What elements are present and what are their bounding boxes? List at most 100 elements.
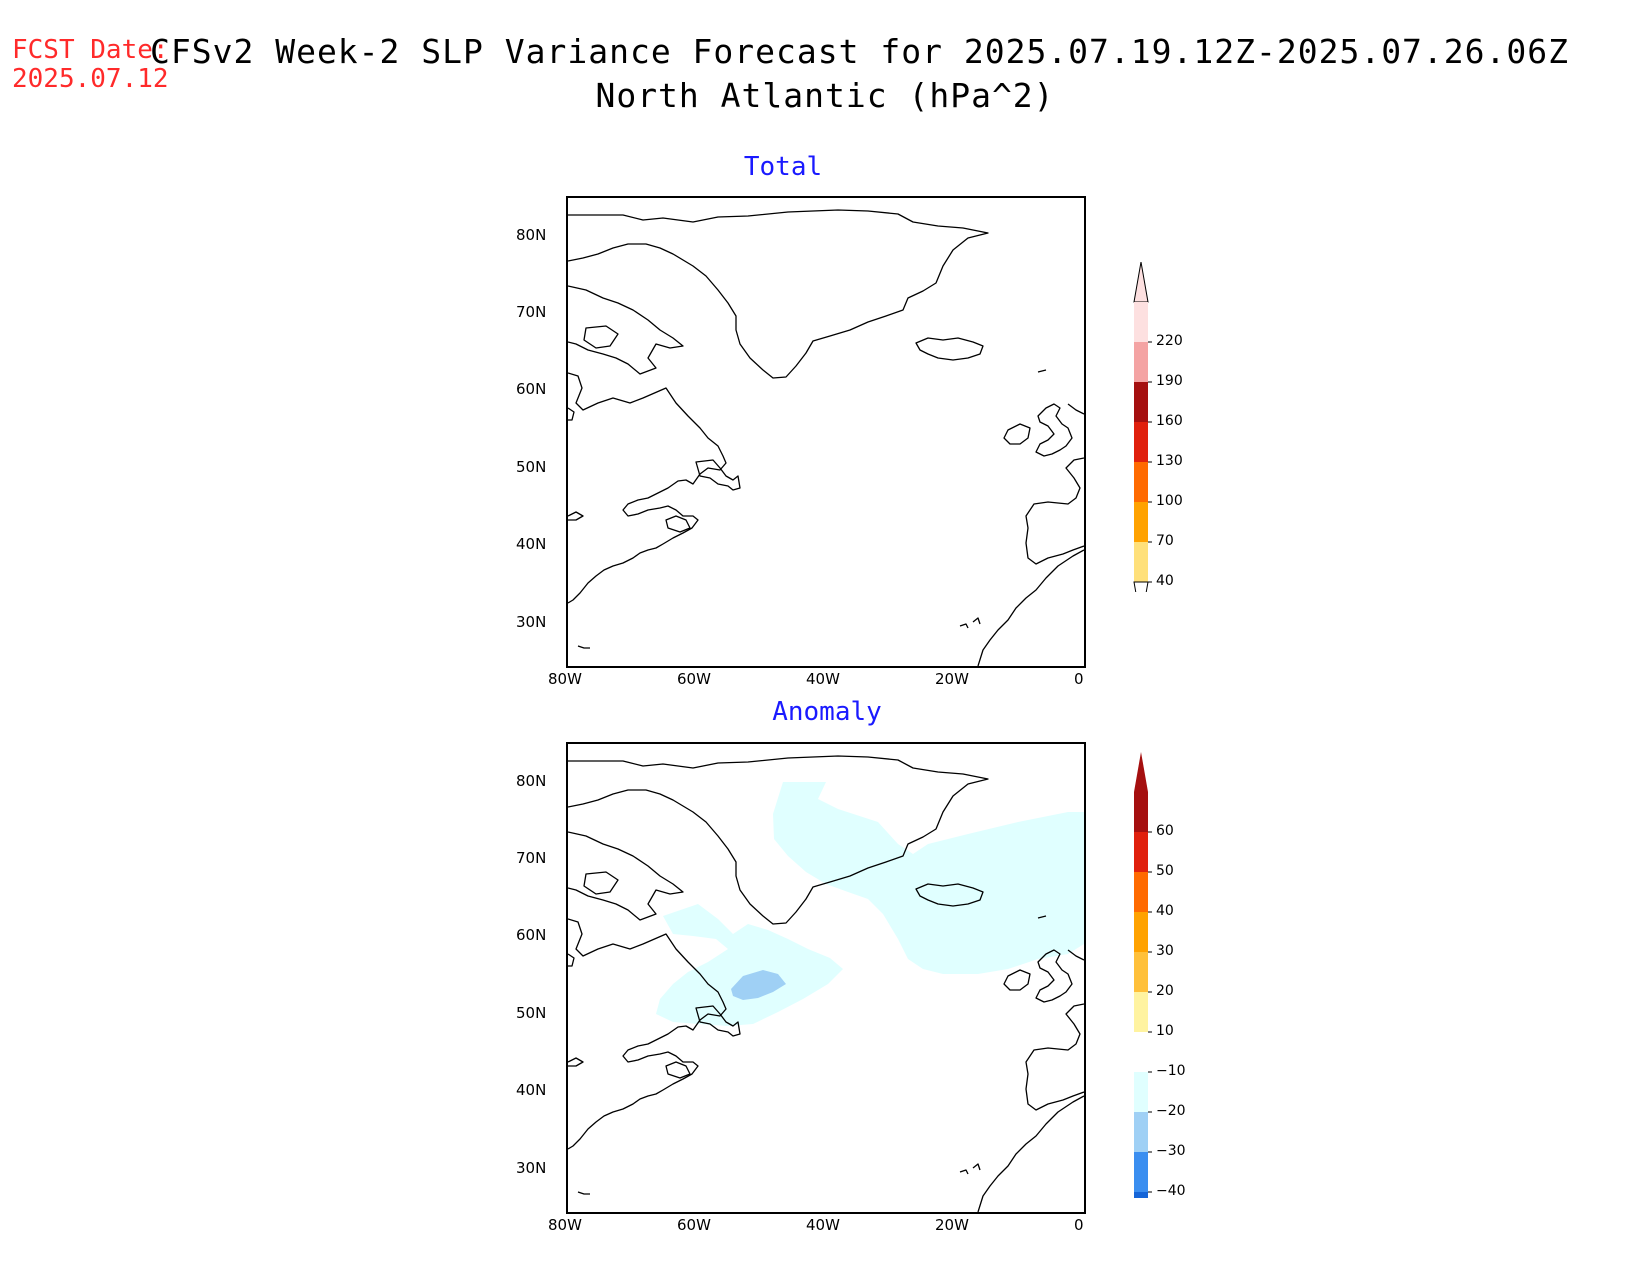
colorbar-label: −30 bbox=[1156, 1143, 1186, 1159]
colorbar-swatch bbox=[1134, 992, 1148, 1032]
lon-tick: 20W bbox=[935, 1216, 969, 1234]
coast-west-stub2 bbox=[568, 953, 575, 967]
colorbar-label: 190 bbox=[1156, 373, 1183, 389]
lat-tick: 40N bbox=[516, 1081, 547, 1099]
lat-tick: 30N bbox=[516, 613, 547, 631]
colorbar-swatch bbox=[1134, 342, 1148, 382]
lon-tick: 80W bbox=[548, 670, 582, 688]
colorbar-label: 50 bbox=[1156, 863, 1174, 879]
lat-tick: 70N bbox=[516, 303, 547, 321]
colorbar-label: 10 bbox=[1156, 1023, 1174, 1039]
colorbar-swatch bbox=[1134, 382, 1148, 422]
panel-title-anomaly: Anomaly bbox=[772, 697, 882, 727]
colorbar-label: −10 bbox=[1156, 1063, 1186, 1079]
coast-bermuda bbox=[577, 1191, 590, 1195]
forecast-date-value: 2025.07.12 bbox=[12, 64, 169, 94]
shade-minus10-east bbox=[773, 782, 1084, 974]
coast-rockall bbox=[1037, 915, 1047, 919]
colorbar-label: 20 bbox=[1156, 983, 1174, 999]
coast-british-isles bbox=[1035, 403, 1073, 457]
coast-greenland bbox=[568, 755, 989, 925]
colorbar-swatch bbox=[1134, 462, 1148, 502]
lon-tick: 0 bbox=[1074, 670, 1084, 688]
colorbar-swatch bbox=[1134, 1152, 1148, 1192]
lon-tick: 20W bbox=[935, 670, 969, 688]
colorbar-swatch bbox=[1134, 832, 1148, 872]
colorbar-label: 40 bbox=[1156, 573, 1174, 589]
coast-africa bbox=[977, 549, 1084, 666]
coast-norway-tip bbox=[1067, 949, 1084, 961]
coast-iceland bbox=[915, 883, 984, 907]
coast-africa bbox=[977, 1095, 1084, 1212]
colorbar-label: −40 bbox=[1156, 1183, 1186, 1199]
coast-iceland bbox=[915, 337, 984, 361]
coast-canary bbox=[959, 1169, 969, 1175]
coast-canary2 bbox=[972, 1163, 981, 1171]
lat-tick: 40N bbox=[516, 535, 547, 553]
panel-title-total: Total bbox=[743, 152, 823, 182]
anomaly-shading bbox=[656, 782, 1084, 1026]
shade-minus10-west bbox=[656, 904, 843, 1026]
lat-tick: 50N bbox=[516, 458, 547, 476]
coast-bermuda bbox=[577, 645, 590, 649]
lat-tick: 30N bbox=[516, 1159, 547, 1177]
lat-tick: 80N bbox=[516, 772, 547, 790]
coast-canary bbox=[959, 623, 969, 629]
colorbar-label: 30 bbox=[1156, 943, 1174, 959]
colorbar-swatch bbox=[1134, 422, 1148, 462]
colorbar-anomaly bbox=[1134, 752, 1152, 1198]
map-total-svg bbox=[568, 209, 1084, 666]
colorbar-total bbox=[1133, 262, 1152, 592]
colorbar-bottom-arrow bbox=[1133, 581, 1149, 592]
colorbar-swatch bbox=[1134, 542, 1148, 582]
colorbar-swatch bbox=[1134, 1192, 1148, 1198]
colorbar-top-arrow bbox=[1133, 262, 1149, 303]
colorbar-swatch bbox=[1134, 1072, 1148, 1112]
lon-tick: 80W bbox=[548, 1216, 582, 1234]
colorbar-label: 220 bbox=[1156, 333, 1183, 349]
coast-west-stub bbox=[568, 1057, 584, 1067]
coast-newfoundland bbox=[695, 459, 741, 491]
coast-canary2 bbox=[972, 617, 981, 625]
coast-baffin bbox=[568, 285, 684, 375]
coast-nova-scotia bbox=[665, 515, 691, 533]
colorbar-label: 160 bbox=[1156, 413, 1183, 429]
map-anomaly-svg bbox=[568, 755, 1084, 1212]
colorbar-swatch bbox=[1134, 1112, 1148, 1152]
coast-baffin-island bbox=[583, 325, 619, 349]
colorbar-swatch bbox=[1134, 502, 1148, 542]
coast-ireland bbox=[1003, 969, 1031, 991]
colorbar-swatch bbox=[1134, 1032, 1148, 1072]
lat-tick: 60N bbox=[516, 380, 547, 398]
coast-nova-scotia bbox=[665, 1061, 691, 1079]
coastlines-total bbox=[568, 209, 1084, 666]
coast-british-isles bbox=[1035, 949, 1073, 1003]
lat-tick: 60N bbox=[516, 926, 547, 944]
map-anomaly bbox=[566, 742, 1086, 1214]
colorbar-swatch bbox=[1134, 912, 1148, 952]
forecast-date-block: FCST Date: 2025.07.12 bbox=[12, 36, 169, 94]
colorbar-swatch bbox=[1134, 872, 1148, 912]
forecast-date-label: FCST Date: bbox=[12, 35, 169, 65]
coast-west-stub bbox=[568, 511, 584, 521]
coast-west-stub2 bbox=[568, 407, 575, 421]
lon-tick: 40W bbox=[806, 670, 840, 688]
colorbar-swatch bbox=[1134, 792, 1148, 832]
coast-rockall bbox=[1037, 369, 1047, 373]
lat-tick: 70N bbox=[516, 849, 547, 867]
coast-norway-tip bbox=[1067, 403, 1084, 415]
main-title: CFSv2 Week-2 SLP Variance Forecast for 2… bbox=[150, 32, 1570, 71]
coast-labrador bbox=[568, 372, 727, 604]
coast-france-iberia bbox=[1025, 457, 1084, 565]
coast-baffin-island bbox=[583, 871, 619, 895]
coast-ireland bbox=[1003, 423, 1031, 445]
colorbar-label: 40 bbox=[1156, 903, 1174, 919]
lon-tick: 60W bbox=[677, 1216, 711, 1234]
lon-tick: 40W bbox=[806, 1216, 840, 1234]
colorbar-label: 60 bbox=[1156, 823, 1174, 839]
coast-greenland bbox=[568, 209, 989, 379]
map-total bbox=[566, 196, 1086, 668]
coast-newfoundland bbox=[695, 1005, 741, 1037]
subtitle-region: North Atlantic (hPa^2) bbox=[595, 76, 1055, 115]
colorbar-top-arrow bbox=[1134, 752, 1148, 792]
